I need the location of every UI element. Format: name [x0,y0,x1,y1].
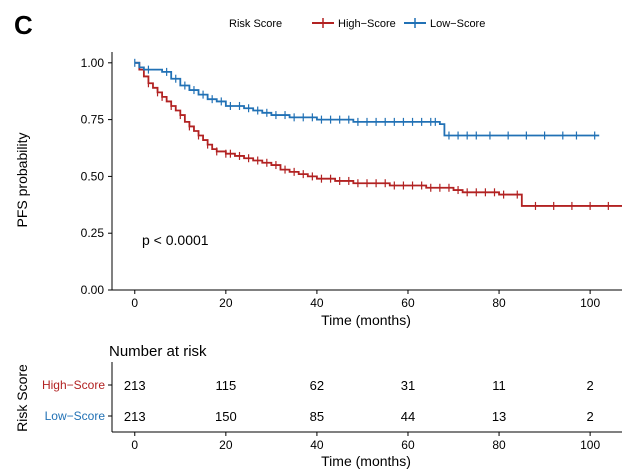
risk-count: 31 [401,378,415,393]
risk-count: 11 [492,378,506,393]
risk-table-title: Number at risk [109,343,207,360]
risk-table-x-tick-label: 60 [401,438,415,452]
y-tick-label: 0.00 [81,283,105,297]
risk-count: 13 [492,409,506,424]
risk-table-x-tick-label: 20 [219,438,233,452]
risk-count: 150 [215,409,237,424]
risk-table-x-tick-label: 100 [580,438,600,452]
x-tick-label: 40 [310,296,324,310]
x-axis-label: Time (months) [321,312,411,328]
x-tick-label: 100 [580,296,600,310]
survival-curves [134,58,622,210]
x-axis: 0 20 40 60 80 100 [112,289,622,310]
risk-count: 213 [124,378,146,393]
legend-label-low: Low−Score [430,18,485,30]
y-axis-label: PFS probability [14,133,30,228]
p-value-annotation: p < 0.0001 [142,232,209,248]
y-tick-label: 0.25 [81,226,105,240]
legend-label-high: High−Score [338,18,396,30]
risk-table-y-label: Risk Score [14,364,30,432]
risk-count: 2 [587,409,594,424]
survival-curve-low [134,61,600,137]
risk-table-x-tick-label: 0 [131,438,138,452]
legend-key-low [404,18,426,28]
survival-plot: 0.00 0.25 0.50 0.75 1.00 0 20 40 60 80 100 PFS pr… [14,52,622,328]
x-tick-label: 80 [492,296,506,310]
risk-count: 44 [401,409,415,424]
risk-count: 2 [587,378,594,393]
risk-table-row-label: Low−Score [45,409,106,423]
x-tick-label: 60 [401,296,415,310]
risk-count: 85 [310,409,324,424]
survival-curve-high [134,61,622,207]
legend-title: Risk Score [229,18,282,30]
risk-table-x-label: Time (months) [321,453,411,469]
risk-table-axes: 0 20 40 60 80 100 [111,362,622,452]
risk-count: 213 [124,409,146,424]
legend: Risk Score High−Score Low−Score [229,18,485,30]
y-tick-label: 1.00 [81,56,105,70]
risk-table-x-tick-label: 80 [492,438,506,452]
y-axis: 0.00 0.25 0.50 0.75 1.00 [81,52,113,297]
x-tick-label: 0 [131,296,138,310]
legend-key-high [312,18,334,28]
risk-table-row-label: High−Score [42,378,105,392]
risk-table: Number at risk Risk Score Time (months) … [14,343,622,469]
y-tick-label: 0.50 [81,169,105,183]
risk-table-x-tick-label: 40 [310,438,324,452]
risk-count: 115 [215,378,236,393]
y-tick-label: 0.75 [81,113,105,127]
risk-count: 62 [310,378,324,393]
x-tick-label: 20 [219,296,233,310]
panel-letter: C [14,10,33,40]
